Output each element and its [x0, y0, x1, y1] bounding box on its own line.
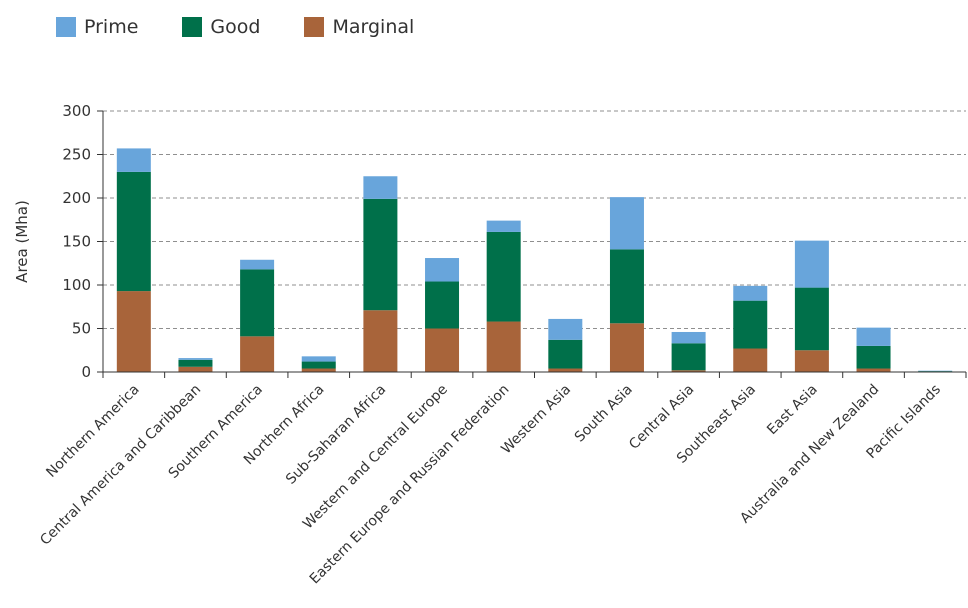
bar-good-3: [301, 361, 336, 369]
bar-prime-8: [609, 197, 644, 250]
bar-good-2: [240, 269, 275, 337]
bar-prime-12: [856, 327, 891, 346]
bar-prime-4: [363, 176, 398, 199]
bar-prime-5: [425, 258, 460, 282]
legend-swatch-marginal: [304, 17, 325, 37]
bar-marginal-3: [301, 368, 336, 372]
chart-legend: Prime Good Marginal: [56, 16, 458, 38]
legend-swatch-prime: [56, 17, 76, 37]
bars: [116, 148, 953, 372]
bar-good-12: [856, 345, 891, 369]
bar-good-10: [733, 300, 768, 349]
gridlines: [103, 110, 966, 329]
bar-marginal-0: [116, 291, 151, 372]
bar-good-1: [178, 359, 213, 367]
bar-marginal-10: [733, 348, 768, 372]
bar-prime-2: [240, 259, 275, 270]
y-tick-label: 50: [72, 320, 91, 338]
bar-good-5: [425, 281, 460, 329]
legend-label-prime: Prime: [84, 16, 139, 38]
legend-label-good: Good: [210, 16, 261, 38]
y-tick-label: 300: [62, 102, 91, 120]
legend-item-good: Good: [182, 16, 260, 38]
bar-marginal-4: [363, 310, 398, 372]
bar-marginal-9: [671, 370, 706, 372]
bar-marginal-6: [486, 321, 521, 372]
bar-good-9: [671, 343, 706, 371]
y-tick-label: 200: [62, 189, 91, 207]
bar-prime-3: [301, 356, 336, 362]
bar-marginal-11: [794, 350, 829, 372]
bar-good-4: [363, 198, 398, 311]
bar-good-8: [609, 249, 644, 324]
y-tick-label: 100: [62, 276, 91, 294]
bar-good-6: [486, 231, 521, 322]
bar-marginal-8: [609, 323, 644, 372]
bar-marginal-12: [856, 368, 891, 372]
y-axis-label: Area (Mha): [13, 200, 31, 283]
bar-prime-1: [178, 358, 213, 360]
bar-prime-7: [548, 318, 583, 340]
bar-good-0: [116, 171, 151, 292]
bar-prime-6: [486, 220, 521, 232]
x-tick-label: South Asia: [572, 382, 636, 446]
bar-prime-0: [116, 148, 151, 172]
bar-marginal-5: [425, 328, 460, 372]
bar-marginal-2: [240, 336, 275, 372]
bar-marginal-7: [548, 368, 583, 372]
bar-prime-10: [733, 285, 768, 301]
y-tick-label: 250: [62, 146, 91, 164]
y-axis-ticks: 0 50 100 150 200 250 300: [62, 102, 103, 381]
bar-prime-11: [794, 240, 829, 288]
y-tick-label: 0: [81, 363, 91, 381]
legend-item-prime: Prime: [56, 16, 138, 38]
x-tick-label: East Asia: [764, 382, 821, 439]
bar-good-11: [794, 287, 829, 351]
legend-label-marginal: Marginal: [332, 16, 415, 38]
bar-marginal-1: [178, 366, 213, 372]
y-tick-label: 150: [62, 233, 91, 251]
legend-swatch-good: [182, 17, 203, 37]
legend-item-marginal: Marginal: [304, 16, 414, 38]
bar-good-7: [548, 339, 583, 369]
bar-prime-9: [671, 331, 706, 344]
